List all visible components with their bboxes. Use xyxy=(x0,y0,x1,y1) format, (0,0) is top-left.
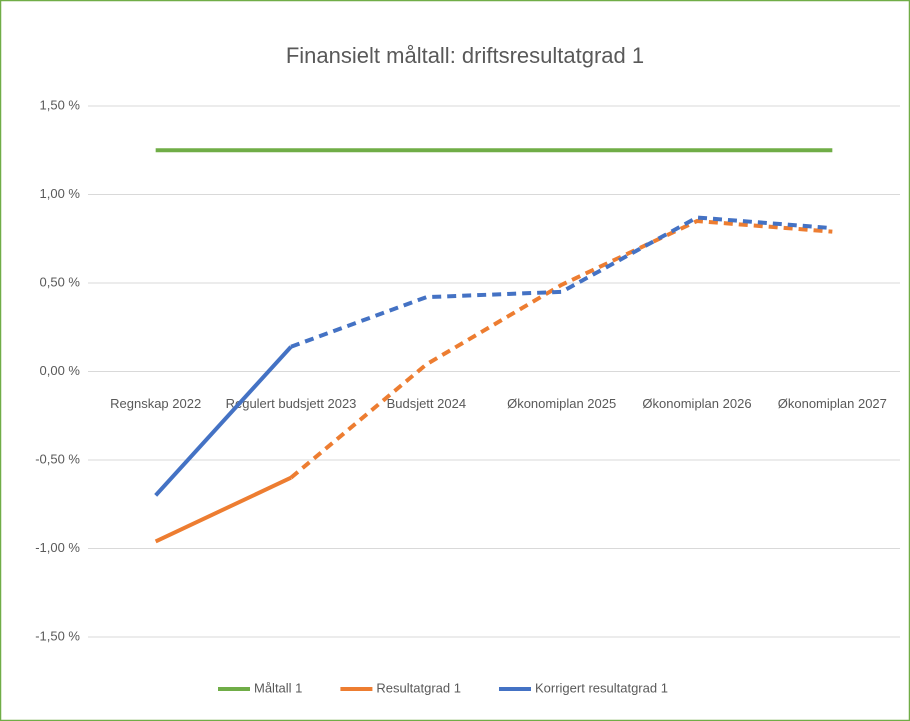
chart-title: Finansielt måltall: driftsresultatgrad 1 xyxy=(286,43,644,68)
y-tick-label: -1,50 % xyxy=(35,628,80,643)
series-line xyxy=(154,345,293,497)
y-tick-label: 0,00 % xyxy=(40,363,81,378)
y-tick-label: -1,00 % xyxy=(35,540,80,555)
x-tick-label: Økonomiplan 2026 xyxy=(642,396,751,411)
series-line xyxy=(289,219,833,480)
x-tick-label: Regnskap 2022 xyxy=(110,396,201,411)
legend-label: Måltall 1 xyxy=(254,680,302,695)
series-line xyxy=(290,215,833,349)
legend-label: Korrigert resultatgrad 1 xyxy=(535,680,668,695)
y-tick-label: -0,50 % xyxy=(35,451,80,466)
y-tick-label: 1,50 % xyxy=(40,97,81,112)
legend-label: Resultatgrad 1 xyxy=(376,680,461,695)
series-line xyxy=(154,475,292,544)
x-tick-label: Økonomiplan 2025 xyxy=(507,396,616,411)
x-tick-label: Regulert budsjett 2023 xyxy=(226,396,357,411)
y-tick-label: 0,50 % xyxy=(40,274,81,289)
y-tick-label: 1,00 % xyxy=(40,186,81,201)
x-tick-label: Økonomiplan 2027 xyxy=(778,396,887,411)
x-tick-label: Budsjett 2024 xyxy=(387,396,467,411)
